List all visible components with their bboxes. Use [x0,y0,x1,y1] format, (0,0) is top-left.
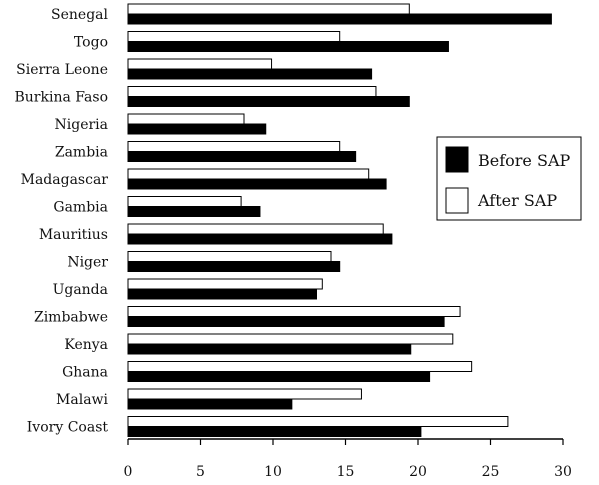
bar-after-sap-zambia [127,141,341,152]
bar-after-sap-ghana [127,361,473,372]
bar-after-sap-niger [127,251,332,262]
category-label-gambia: Gambia [53,200,108,216]
category-label-niger: Niger [67,255,108,271]
bar-after-sap-gambia [127,196,242,207]
legend-label-before-sap: Before SAP [478,151,571,170]
bar-before-sap-uganda [127,288,317,300]
bar-after-sap-kenya [127,333,454,345]
category-label-zimbabwe: Zimbabwe [34,310,108,326]
category-label-sierra-leone: Sierra Leone [16,62,108,78]
bar-before-sap-mauritius [127,233,393,245]
bar-after-sap-zimbabwe [127,306,461,317]
bar-before-sap-zimbabwe [127,316,445,327]
category-label-kenya: Kenya [64,337,108,353]
x-tick-label-25: 25 [482,464,500,480]
bar-before-sap-burkina-faso [127,96,410,107]
x-axis-ticks: 0 5 10 15 20 25 30 [124,439,572,480]
legend-swatch-before-sap [445,146,469,173]
bar-after-sap-senegal [127,3,410,15]
bar-before-sap-malawi [127,398,293,410]
x-tick-label-10: 10 [264,464,282,480]
x-tick-label-15: 15 [337,464,355,480]
bar-before-sap-ivory-coast [127,426,422,437]
category-label-ghana: Ghana [62,365,108,381]
bar-before-sap-senegal [127,13,552,25]
bar-before-sap-zambia [127,151,357,162]
x-tick-label-30: 30 [554,464,572,480]
bar-after-sap-madagascar [127,168,370,180]
bar-before-sap-nigeria [127,123,267,135]
bar-after-sap-nigeria [127,113,245,125]
category-label-burkina-faso: Burkina Faso [15,90,109,106]
category-label-mauritius: Mauritius [39,227,108,243]
category-label-senegal: Senegal [51,7,108,23]
legend-label-after-sap: After SAP [477,191,557,210]
category-label-togo: Togo [74,35,108,51]
x-tick-label-5: 5 [196,464,205,480]
bar-after-sap-mauritius [127,223,384,235]
bar-after-sap-uganda [127,278,323,290]
bar-before-sap-ghana [127,371,431,382]
bar-after-sap-sierra-leone [127,58,273,70]
category-label-madagascar: Madagascar [21,172,109,188]
x-tick-label-0: 0 [124,464,133,480]
category-label-malawi: Malawi [56,392,108,408]
bar-before-sap-gambia [127,206,261,217]
bars-group [127,3,552,437]
bar-before-sap-togo [127,41,449,52]
bar-after-sap-burkina-faso [127,86,377,97]
category-labels: Senegal Togo Sierra Leone Burkina Faso Niger… [15,7,109,436]
bar-after-sap-ivory-coast [127,416,509,427]
bar-before-sap-sierra-leone [127,68,373,80]
category-label-zambia: Zambia [55,145,108,161]
category-label-uganda: Uganda [53,282,108,298]
bar-before-sap-niger [127,261,341,272]
legend-swatch-after-sap [445,187,469,214]
bar-before-sap-kenya [127,343,412,355]
category-label-ivory-coast: Ivory Coast [27,420,109,436]
category-label-nigeria: Nigeria [55,117,109,133]
x-tick-label-20: 20 [409,464,427,480]
legend: Before SAP After SAP [436,136,582,221]
bar-before-sap-madagascar [127,178,387,190]
bar-after-sap-malawi [127,388,362,400]
bar-after-sap-togo [127,31,341,42]
